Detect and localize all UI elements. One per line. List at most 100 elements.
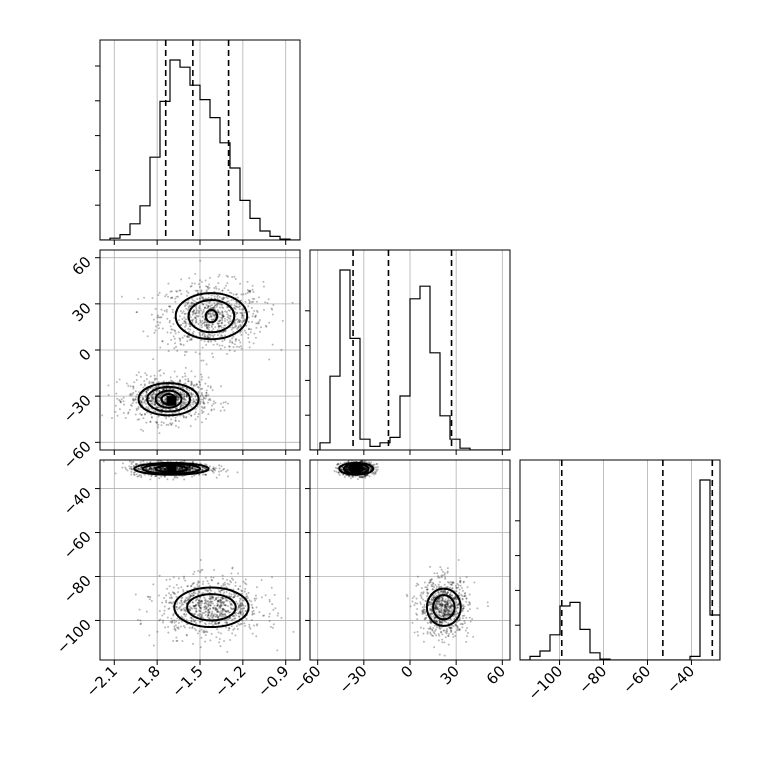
sample-point [180, 620, 183, 623]
sample-point [463, 595, 466, 598]
sample-point [197, 323, 200, 326]
sample-point [446, 608, 449, 611]
sample-point [426, 632, 429, 635]
sample-point [202, 401, 205, 404]
sample-point [375, 466, 378, 469]
sample-point [217, 326, 220, 329]
sample-point [152, 381, 155, 384]
sample-point [200, 600, 203, 603]
sample-point [180, 600, 183, 603]
sample-point [198, 381, 201, 384]
sample-point [212, 614, 215, 617]
sample-point [161, 327, 164, 330]
sample-point [212, 400, 215, 403]
sample-point [433, 646, 436, 649]
sample-point [227, 317, 230, 320]
sample-point [182, 400, 185, 403]
sample-point [224, 621, 227, 624]
sample-point [220, 313, 223, 316]
sample-point [431, 588, 434, 591]
sample-point [197, 601, 200, 604]
sample-point [443, 589, 446, 592]
sample-point [177, 626, 180, 629]
sample-point [437, 613, 440, 616]
sample-point [242, 612, 245, 615]
sample-point [243, 311, 246, 314]
sample-point [161, 614, 164, 617]
sample-point [207, 612, 210, 615]
sample-point [441, 570, 444, 573]
sample-point [422, 612, 425, 615]
sample-point [198, 585, 201, 588]
sample-point [200, 326, 203, 329]
sample-point [345, 467, 348, 470]
sample-point [168, 321, 171, 324]
sample-point [202, 396, 205, 399]
y-tick-label: 30 [69, 299, 95, 325]
sample-point [238, 321, 241, 324]
sample-point [185, 324, 188, 327]
sample-point [453, 597, 456, 600]
sample-point [205, 610, 208, 613]
sample-point [209, 385, 212, 388]
sample-point [358, 476, 361, 479]
sample-point [457, 584, 460, 587]
sample-point [229, 339, 232, 342]
sample-point [438, 576, 441, 579]
sample-point [256, 322, 259, 325]
sample-point [182, 414, 185, 417]
sample-point [164, 468, 167, 471]
sample-point [134, 593, 137, 596]
sample-point [163, 469, 166, 472]
sample-point [132, 460, 135, 463]
sample-point [241, 610, 244, 613]
sample-point [208, 316, 211, 319]
sample-point [190, 414, 193, 417]
sample-point [266, 301, 269, 304]
sample-point [432, 634, 435, 637]
sample-point [200, 324, 203, 327]
sample-point [364, 474, 367, 477]
sample-point [185, 387, 188, 390]
sample-point [177, 426, 180, 429]
sample-point [245, 583, 248, 586]
sample-point [202, 303, 205, 306]
sample-point [145, 467, 148, 470]
sample-point [287, 597, 290, 600]
sample-point [221, 574, 224, 577]
sample-point [185, 394, 188, 397]
sample-point [235, 325, 238, 328]
sample-point [189, 425, 192, 428]
sample-point [206, 307, 209, 310]
sample-point [240, 312, 243, 315]
sample-point [423, 581, 426, 584]
sample-point [213, 591, 216, 594]
sample-point [433, 617, 436, 620]
sample-point [158, 396, 161, 399]
sample-point [360, 475, 363, 478]
sample-point [190, 414, 193, 417]
sample-point [208, 324, 211, 327]
sample-point [150, 399, 153, 402]
sample-point [235, 293, 238, 296]
sample-point [440, 596, 443, 599]
sample-point [187, 598, 190, 601]
sample-point [220, 599, 223, 602]
sample-point [214, 340, 217, 343]
sample-point [431, 612, 434, 615]
sample-point [207, 608, 210, 611]
sample-point [212, 336, 215, 339]
sample-point [333, 470, 336, 473]
sample-point [212, 624, 215, 627]
sample-point [218, 614, 221, 617]
sample-point [156, 398, 159, 401]
sample-point [234, 278, 237, 281]
sample-point [240, 293, 243, 296]
sample-point [161, 403, 164, 406]
sample-point [451, 580, 454, 583]
sample-point [203, 306, 206, 309]
sample-point [208, 301, 211, 304]
sample-point [185, 401, 188, 404]
sample-point [459, 579, 462, 582]
sample-point [437, 576, 440, 579]
